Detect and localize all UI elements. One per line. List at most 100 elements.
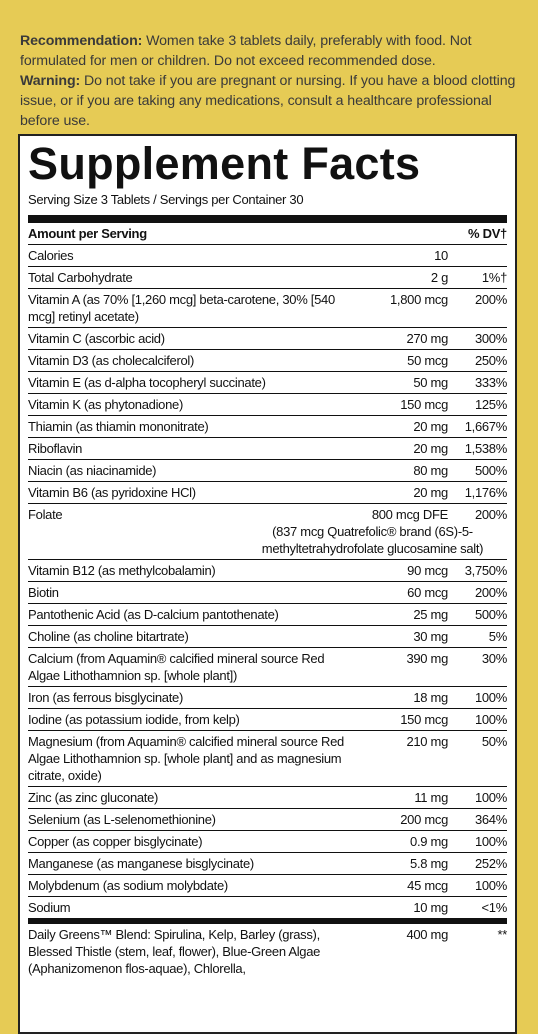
nutrient-dv: 364%: [474, 812, 507, 827]
instructions: Recommendation: Women take 3 tablets dai…: [20, 31, 522, 131]
nutrient-row: Vitamin K (as phytonadione) 150 mcg 125%: [28, 394, 507, 416]
nutrient-name: Iron (as ferrous bisglycinate): [28, 690, 184, 705]
nutrient-amount: 5.8 mg: [410, 856, 448, 871]
nutrient-dv: **: [497, 927, 507, 942]
nutrient-amount: 10 mg: [413, 900, 448, 915]
nutrient-dv: 100%: [474, 690, 507, 705]
nutrient-dv: 1,176%: [464, 485, 508, 500]
nutrient-name: Vitamin B6 (as pyridoxine HCl): [28, 485, 196, 500]
nutrient-amount: 90 mcg: [407, 563, 448, 578]
nutrient-dv: <1%: [481, 900, 508, 915]
nutrient-amount: 0.9 mg: [410, 834, 448, 849]
nutrient-name: Copper (as copper bisglycinate): [28, 834, 203, 849]
nutrient-amount: 80 mg: [413, 463, 448, 478]
nutrient-dv: 250%: [474, 353, 507, 368]
nutrient-row: Sodium 10 mg <1%: [28, 897, 507, 924]
nutrient-amount: 10: [434, 248, 448, 263]
nutrient-name: Zinc (as zinc gluconate): [28, 790, 159, 805]
nutrient-dv: 500%: [474, 607, 507, 622]
nutrient-name: Thiamin (as thiamin mononitrate): [28, 419, 209, 434]
nutrient-row: Niacin (as niacinamide) 80 mg 500%: [28, 460, 507, 482]
nutrient-row: Total Carbohydrate 2 g 1%†: [28, 267, 507, 289]
nutrient-name: Magnesium (from Aquamin® calcified miner…: [28, 734, 344, 783]
recommendation-text: Women take 3 tablets daily, preferably w…: [20, 33, 472, 69]
nutrient-name: Vitamin E (as d-alpha tocopheryl succina…: [28, 375, 266, 390]
recommendation-label: Recommendation:: [20, 33, 143, 49]
nutrient-row: Zinc (as zinc gluconate) 11 mg 100%: [28, 787, 507, 809]
nutrient-dv: 100%: [474, 790, 507, 805]
nutrient-name: Manganese (as manganese bisglycinate): [28, 856, 254, 871]
nutrient-row: Vitamin C (ascorbic acid) 270 mg 300%: [28, 328, 507, 350]
facts-title: Supplement Facts: [28, 138, 421, 189]
nutrient-amount: 60 mcg: [407, 585, 448, 600]
nutrient-dv: [448, 247, 507, 264]
nutrient-row: Daily Greens™ Blend: Spirulina, Kelp, Ba…: [28, 924, 507, 979]
nutrient-name: Folate: [28, 507, 63, 522]
nutrient-row: Vitamin B12 (as methylcobalamin) 90 mcg 3,…: [28, 560, 507, 582]
nutrient-row: Choline (as choline bitartrate) 30 mg 5%: [28, 626, 507, 648]
nutrient-amount: 50 mg: [413, 375, 448, 390]
nutrient-row: Folate 800 mcg DFE 200% (837 mcg Quatrefoli…: [28, 504, 507, 560]
nutrient-row: Calcium (from Aquamin® calcified mineral…: [28, 648, 507, 687]
nutrient-amount: 25 mg: [413, 607, 448, 622]
nutrient-dv: 100%: [474, 712, 507, 727]
nutrient-row: Vitamin A (as 70% [1,260 mcg] beta-carot…: [28, 289, 507, 328]
nutrient-row: Molybdenum (as sodium molybdate) 45 mcg 10…: [28, 875, 507, 897]
nutrient-dv: 300%: [474, 331, 507, 346]
nutrient-amount: 45 mcg: [407, 878, 448, 893]
nutrient-dv: 200%: [474, 292, 507, 307]
nutrient-dv: 100%: [474, 878, 507, 893]
nutrient-name: Iodine (as potassium iodide, from kelp): [28, 712, 240, 727]
nutrient-amount: 50 mcg: [407, 353, 448, 368]
nutrient-amount: 150 mcg: [400, 712, 448, 727]
nutrient-amount: 800 mcg DFE: [371, 507, 448, 522]
nutrient-dv: 3,750%: [464, 563, 508, 578]
nutrient-amount: 150 mcg: [400, 397, 448, 412]
nutrient-name: Sodium: [28, 900, 71, 915]
rows: Calories 10 Total Carbohydrate 2 g 1%† Vitami…: [28, 245, 507, 979]
recommendation: Recommendation: Women take 3 tablets dai…: [20, 31, 522, 71]
nutrient-row: Riboflavin 20 mg 1,538%: [28, 438, 507, 460]
nutrient-amount: 2 g: [430, 270, 448, 285]
nutrient-note: (837 mcg Quatrefolic® brand (6S)-5-methy…: [261, 524, 484, 556]
header-amount: Amount per Serving: [28, 226, 147, 241]
nutrient-name: Niacin (as niacinamide): [28, 463, 157, 478]
nutrient-row: Iron (as ferrous bisglycinate) 18 mg 100%: [28, 687, 507, 709]
nutrient-row: Copper (as copper bisglycinate) 0.9 mg 100…: [28, 831, 507, 853]
nutrient-dv: 1,538%: [464, 441, 508, 456]
nutrient-name: Daily Greens™ Blend: Spirulina, Kelp, Ba…: [28, 927, 321, 976]
warning-text: Do not take if you are pregnant or nursi…: [20, 73, 516, 129]
nutrient-amount: 400 mg: [406, 927, 448, 942]
nutrient-amount: 270 mg: [406, 331, 448, 346]
nutrient-row: Vitamin D3 (as cholecalciferol) 50 mcg 250…: [28, 350, 507, 372]
nutrient-name: Biotin: [28, 585, 59, 600]
header-dv: % DV†: [468, 226, 507, 241]
nutrient-dv: 333%: [474, 375, 507, 390]
nutrient-amount: 20 mg: [413, 485, 448, 500]
nutrient-row: Selenium (as L-selenomethionine) 200 mcg 3…: [28, 809, 507, 831]
nutrient-name: Vitamin D3 (as cholecalciferol): [28, 353, 195, 368]
nutrient-dv: 100%: [474, 834, 507, 849]
nutrient-row: Iodine (as potassium iodide, from kelp) 1…: [28, 709, 507, 731]
nutrient-amount: 1,800 mcg: [389, 292, 448, 307]
nutrient-row: Vitamin E (as d-alpha tocopheryl succina…: [28, 372, 507, 394]
nutrient-dv: 252%: [474, 856, 507, 871]
nutrient-name: Riboflavin: [28, 441, 83, 456]
nutrient-dv: 5%: [488, 629, 508, 644]
nutrient-name: Vitamin C (ascorbic acid): [28, 331, 165, 346]
nutrient-name: Selenium (as L-selenomethionine): [28, 812, 216, 827]
nutrient-name: Molybdenum (as sodium molybdate): [28, 878, 228, 893]
nutrient-name: Vitamin A (as 70% [1,260 mcg] beta-carot…: [28, 292, 335, 324]
nutrient-row: Thiamin (as thiamin mononitrate) 20 mg 1,6…: [28, 416, 507, 438]
header-row: Amount per Serving % DV†: [28, 223, 507, 245]
facts-panel: Supplement Facts Serving Size 3 Tablets …: [18, 134, 517, 1034]
nutrient-name: Calcium (from Aquamin® calcified mineral…: [28, 651, 325, 683]
nutrient-name: Choline (as choline bitartrate): [28, 629, 189, 644]
nutrient-amount: 20 mg: [413, 419, 448, 434]
nutrient-amount: 11 mg: [414, 790, 448, 805]
nutrient-amount: 18 mg: [413, 690, 448, 705]
nutrient-dv: 50%: [481, 734, 507, 749]
serving: Serving Size 3 Tablets / Servings per Co…: [28, 190, 507, 223]
warning: Warning: Do not take if you are pregnant…: [20, 71, 522, 131]
